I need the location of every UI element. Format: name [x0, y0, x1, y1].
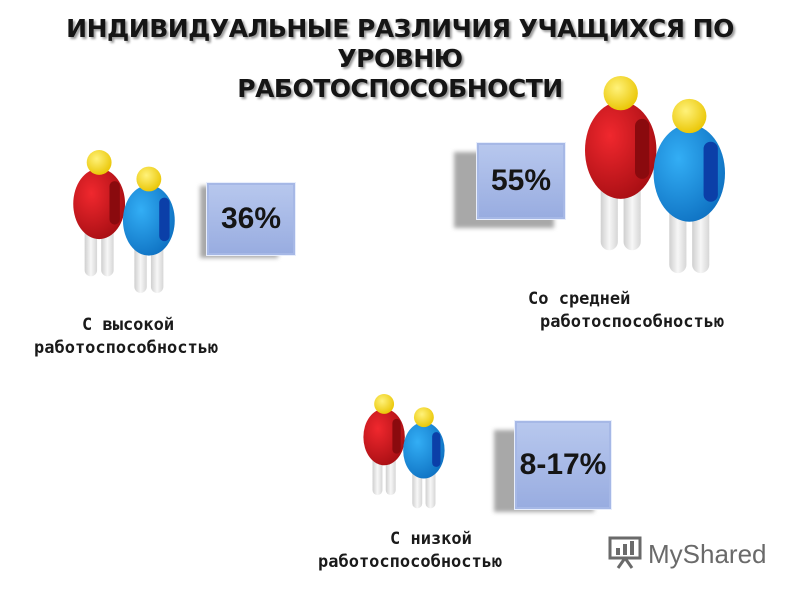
- logo-text: MyShared: [648, 538, 767, 569]
- high-performance-figures: [68, 150, 180, 295]
- low-caption-line-2: работоспособностью: [318, 552, 503, 572]
- low-caption-line-1: С низкой: [390, 529, 472, 549]
- medium-performance-figures: [580, 76, 730, 276]
- page-title: ИНДИВИДУАЛЬНЫЕ РАЗЛИЧИЯ УЧАЩИХСЯ ПО УРОВ…: [40, 14, 760, 104]
- low-performance-percent: 8-17%: [519, 448, 607, 481]
- people-pair-icon: [73, 150, 175, 293]
- people-pair-icon: [585, 76, 725, 274]
- medium-caption-line-2: работоспособностью: [540, 312, 725, 332]
- people-pair-icon: [363, 394, 445, 509]
- high-performance-percent-box: 36%: [206, 182, 296, 256]
- high-performance-percent: 36%: [220, 202, 282, 235]
- low-performance-percent-box: 8-17%: [514, 420, 612, 510]
- high-performance-caption: С высокой работоспособностью: [34, 314, 218, 360]
- myshared-logo: MyShared: [608, 536, 767, 572]
- low-performance-figures: [358, 394, 450, 510]
- high-caption-line-2: работоспособностью: [34, 338, 219, 358]
- medium-performance-caption: Со средней работоспособностью: [528, 288, 724, 334]
- medium-performance-percent: 55%: [490, 164, 552, 197]
- low-performance-caption: С низкой работоспособностью: [318, 528, 502, 574]
- title-line-2: РАБОТОСПОСОБНОСТИ: [237, 74, 563, 103]
- medium-performance-percent-box: 55%: [476, 142, 566, 220]
- medium-caption-line-1: Со средней: [528, 289, 631, 309]
- title-line-1: ИНДИВИДУАЛЬНЫЕ РАЗЛИЧИЯ УЧАЩИХСЯ ПО УРОВ…: [66, 14, 734, 73]
- high-caption-line-1: С высокой: [82, 315, 175, 335]
- presentation-board-icon: [608, 535, 642, 574]
